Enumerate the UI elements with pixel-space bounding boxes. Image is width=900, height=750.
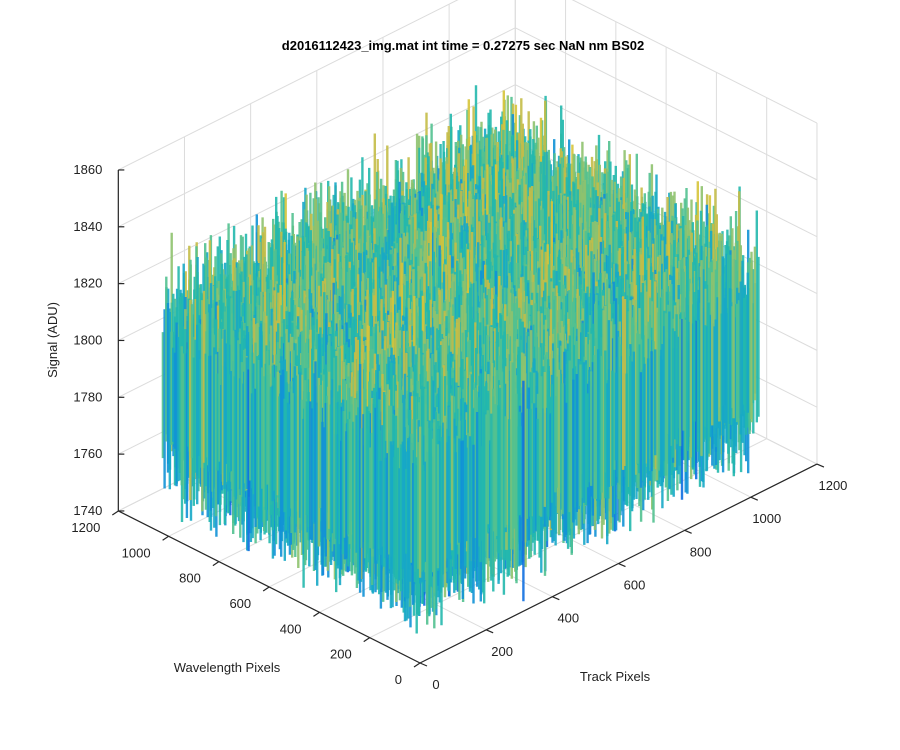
grid-line <box>118 0 459 171</box>
grid-line <box>515 84 818 238</box>
grid-line <box>118 84 516 285</box>
surface <box>161 85 760 634</box>
grid-line <box>118 27 516 228</box>
grid-line <box>515 27 818 181</box>
grid-line <box>571 0 818 124</box>
